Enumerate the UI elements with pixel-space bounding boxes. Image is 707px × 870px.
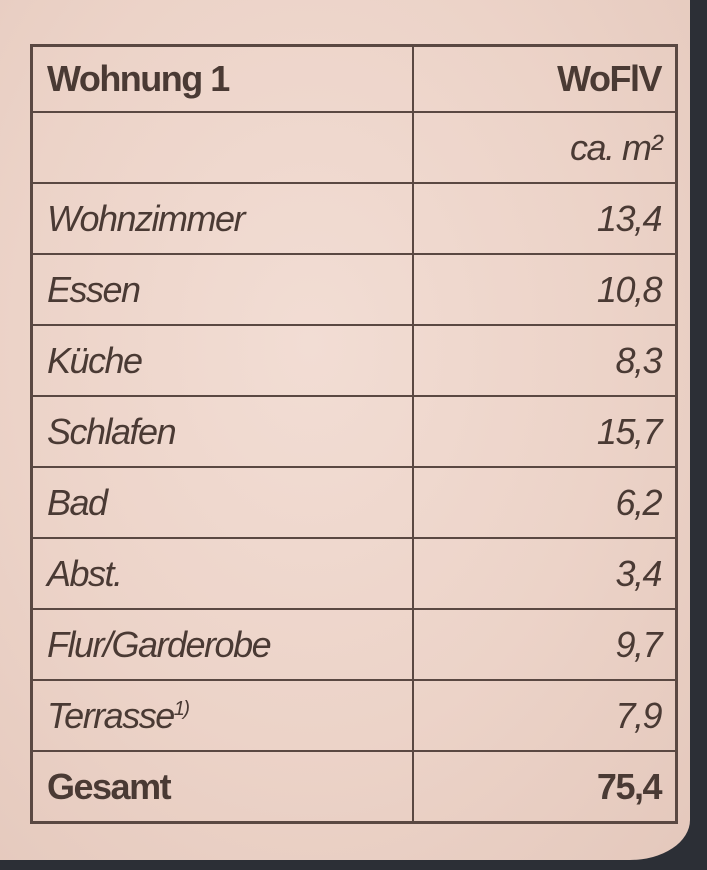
table-row: Küche 8,3	[30, 324, 678, 397]
row-label: Wohnzimmer	[30, 182, 414, 255]
table-row: Abst. 3,4	[30, 537, 678, 610]
row-label: Bad	[30, 466, 414, 539]
row-value: 3,4	[411, 537, 678, 610]
row-label: Schlafen	[30, 395, 414, 468]
table-row: Wohnzimmer 13,4	[30, 182, 678, 255]
footnote-marker: 1)	[173, 697, 190, 720]
header-label: Wohnung 1	[30, 44, 414, 113]
row-label: Terrasse	[47, 694, 175, 736]
row-label: Flur/Garderobe	[30, 608, 414, 681]
unit-empty-cell	[30, 111, 414, 184]
total-row: Gesamt 75,4	[30, 750, 678, 824]
total-value: 75,4	[411, 750, 678, 824]
row-value: 6,2	[411, 466, 678, 539]
area-table: Wohnung 1 WoFlV ca. m² Wohnzimmer 13,4 E…	[30, 44, 678, 824]
row-value: 10,8	[411, 253, 678, 326]
row-label: Essen	[30, 253, 414, 326]
row-value: 7,9	[411, 679, 678, 752]
total-label: Gesamt	[30, 750, 414, 824]
table-row: Essen 10,8	[30, 253, 678, 326]
row-label-cell: Terrasse1)	[30, 679, 414, 752]
table-row: Terrasse1) 7,9	[30, 679, 678, 752]
row-value: 13,4	[411, 182, 678, 255]
header-standard: WoFlV	[411, 44, 678, 113]
row-value: 15,7	[411, 395, 678, 468]
unit-label: ca. m²	[411, 111, 678, 184]
row-value: 8,3	[411, 324, 678, 397]
unit-row: ca. m²	[30, 111, 678, 184]
row-label: Küche	[30, 324, 414, 397]
table-row: Schlafen 15,7	[30, 395, 678, 468]
row-label: Abst.	[30, 537, 414, 610]
paper-sheet: Wohnung 1 WoFlV ca. m² Wohnzimmer 13,4 E…	[0, 0, 690, 860]
table-header-row: Wohnung 1 WoFlV	[30, 44, 678, 113]
table-row: Bad 6,2	[30, 466, 678, 539]
row-value: 9,7	[411, 608, 678, 681]
table-row: Flur/Garderobe 9,7	[30, 608, 678, 681]
